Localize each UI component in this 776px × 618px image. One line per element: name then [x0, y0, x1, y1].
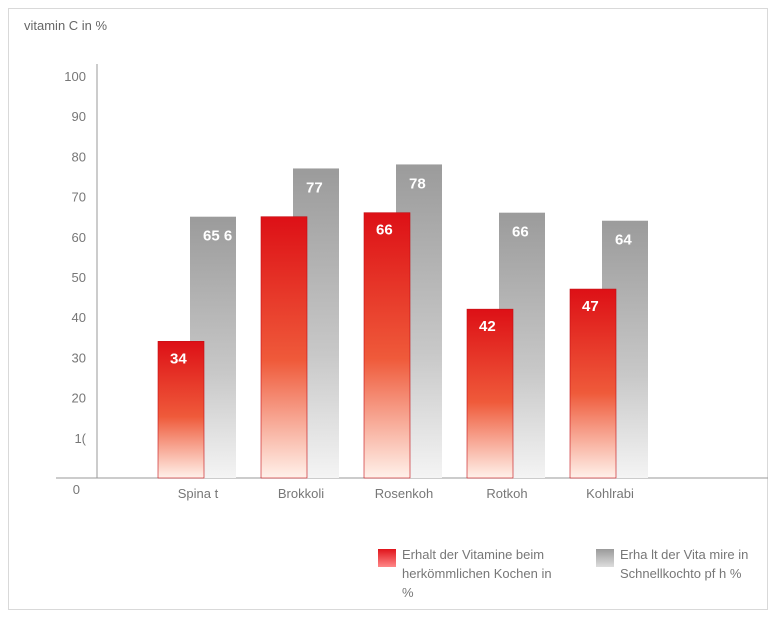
data-label-red: 47 — [582, 298, 599, 315]
data-label-red: 34 — [170, 350, 187, 367]
y-tick-label: 90 — [72, 109, 86, 124]
bar-red — [363, 212, 411, 479]
data-label-gray: 64 — [615, 232, 632, 249]
x-tick-label: Spina t — [178, 486, 219, 501]
y-tick-label: 40 — [72, 310, 86, 325]
legend-label-gray: Erha lt der Vita mire in Schnellkochto p… — [620, 547, 749, 581]
bar-red — [466, 308, 514, 479]
legend-label-red: Erhalt der Vitamine beim herkömmlichen K… — [402, 547, 552, 600]
legend-swatch-red — [378, 549, 396, 567]
x-tick-label: Rotkoh — [486, 486, 527, 501]
x-tick-label: Brokkoli — [278, 486, 324, 501]
data-label-gray: 77 — [306, 179, 323, 196]
data-label-red: 42 — [479, 318, 496, 335]
data-label-red: 66 — [376, 222, 393, 239]
y-axis-title: vitamin C in % — [24, 18, 108, 33]
data-label-gray: 65 6 — [203, 228, 232, 245]
y-tick-label: 1( — [74, 431, 86, 446]
x-tick-label: Kohlrabi — [586, 486, 634, 501]
y-tick-label: 0 — [73, 482, 80, 497]
y-tick-label: 60 — [72, 230, 86, 245]
data-label-gray: 78 — [409, 175, 426, 192]
y-tick-label: 100 — [64, 69, 86, 84]
y-tick-label: 70 — [72, 190, 86, 205]
bar-red — [157, 341, 205, 479]
y-tick-label: 20 — [72, 391, 86, 406]
legend-swatch-gray — [596, 549, 614, 567]
x-tick-label: Rosenkoh — [375, 486, 434, 501]
y-tick-label: 30 — [72, 350, 86, 365]
y-tick-label: 50 — [72, 270, 86, 285]
data-label-gray: 66 — [512, 224, 529, 241]
bar-red — [260, 216, 308, 479]
bar-red — [569, 288, 617, 479]
y-tick-label: 80 — [72, 149, 86, 164]
